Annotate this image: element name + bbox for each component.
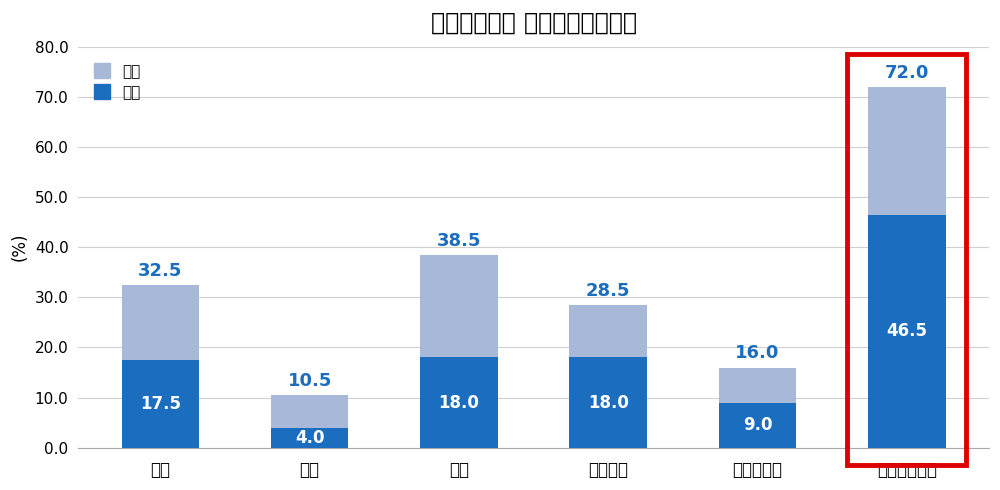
Text: 18.0: 18.0	[438, 393, 479, 412]
Bar	[569, 358, 647, 448]
Bar	[271, 395, 348, 428]
Bar	[719, 403, 796, 448]
Bar	[719, 368, 796, 403]
Bar	[122, 360, 199, 448]
Text: 17.5: 17.5	[140, 395, 181, 413]
Title: キャプテン翼 認知度・視聴経験: キャプテン翼 認知度・視聴経験	[431, 11, 637, 35]
Legend: 認知, 視聴: 認知, 視聴	[90, 60, 144, 103]
Text: 46.5: 46.5	[886, 322, 927, 340]
Text: 28.5: 28.5	[586, 282, 630, 300]
Text: 16.0: 16.0	[735, 344, 780, 363]
Bar	[420, 358, 498, 448]
Bar	[271, 428, 348, 448]
Text: 32.5: 32.5	[138, 262, 183, 280]
Bar	[569, 305, 647, 358]
Text: 72.0: 72.0	[885, 64, 929, 82]
Bar	[868, 215, 946, 448]
Bar	[868, 87, 946, 215]
Y-axis label: (%): (%)	[11, 233, 29, 262]
Text: 9.0: 9.0	[743, 416, 772, 434]
Bar	[847, 54, 966, 465]
Bar	[122, 285, 199, 360]
Bar	[420, 255, 498, 358]
Text: 38.5: 38.5	[437, 232, 481, 250]
Text: 18.0: 18.0	[588, 393, 629, 412]
Text: 4.0: 4.0	[295, 429, 324, 447]
Text: 10.5: 10.5	[287, 372, 332, 390]
